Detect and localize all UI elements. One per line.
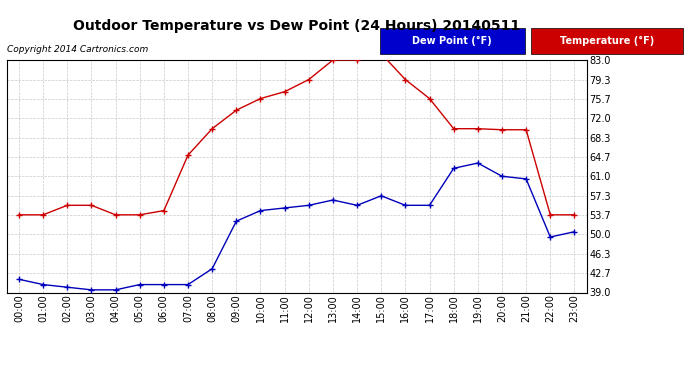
- Text: Temperature (°F): Temperature (°F): [560, 36, 654, 46]
- Text: Copyright 2014 Cartronics.com: Copyright 2014 Cartronics.com: [7, 45, 148, 54]
- FancyBboxPatch shape: [531, 28, 683, 54]
- FancyBboxPatch shape: [380, 28, 525, 54]
- Text: Outdoor Temperature vs Dew Point (24 Hours) 20140511: Outdoor Temperature vs Dew Point (24 Hou…: [73, 19, 520, 33]
- Text: Dew Point (°F): Dew Point (°F): [413, 36, 492, 46]
